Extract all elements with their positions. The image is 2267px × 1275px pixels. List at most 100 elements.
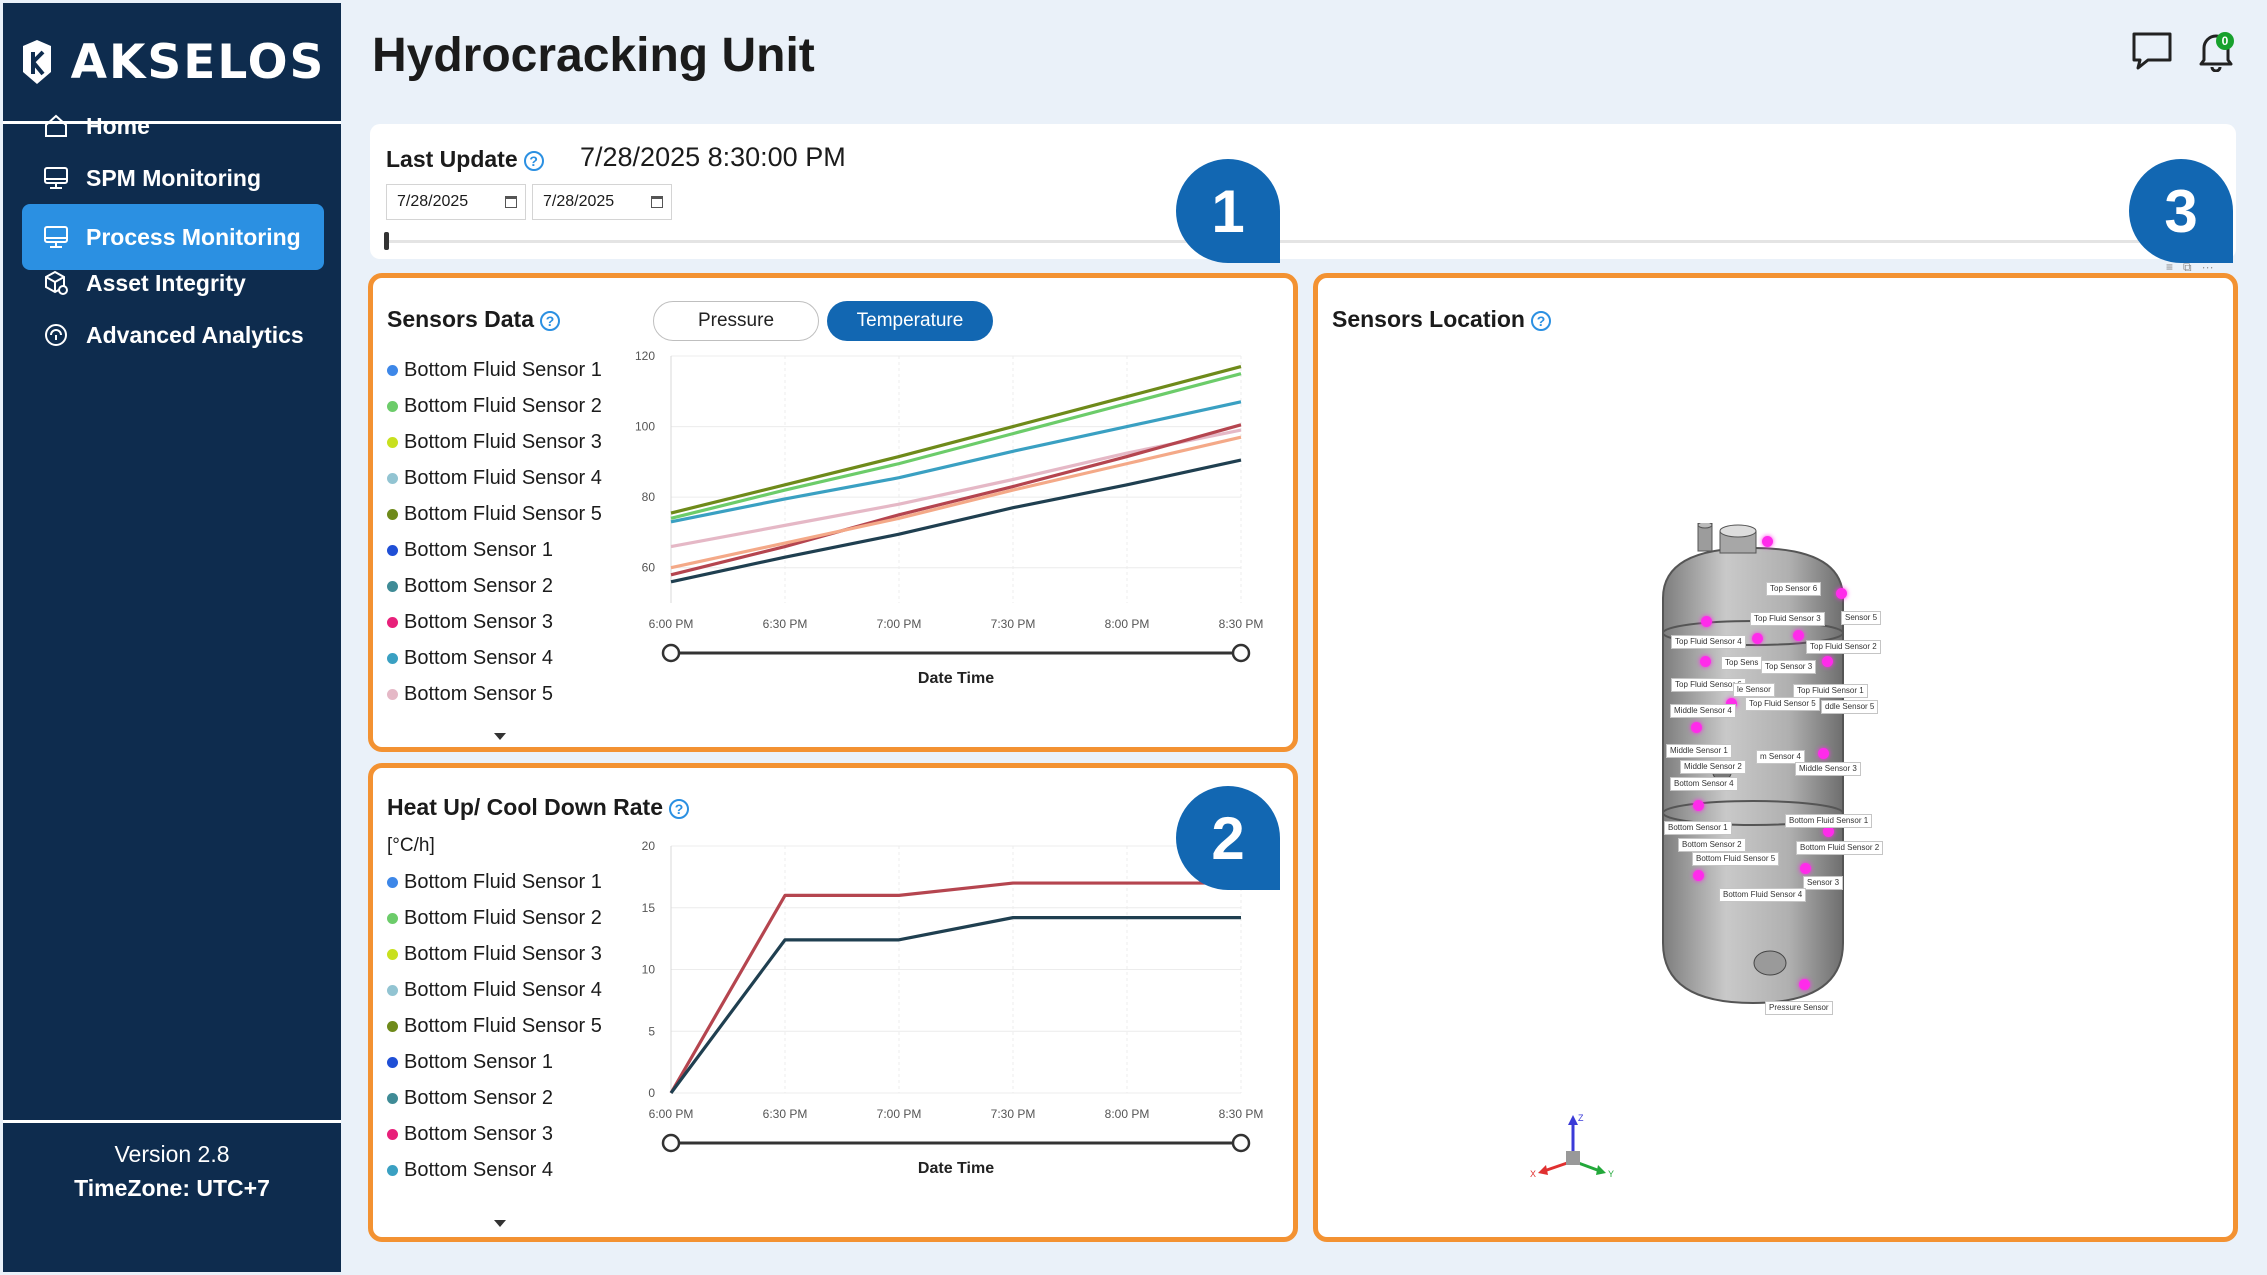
sensor-marker[interactable] [1726,698,1737,709]
legend-item[interactable]: Bottom Fluid Sensor 3 [387,424,602,460]
legend-item[interactable]: Bottom Sensor 3 [387,1116,602,1152]
brand-logo[interactable]: AKSELOS [3,3,341,124]
legend-label: Bottom Fluid Sensor 1 [404,870,602,893]
legend-item[interactable]: Bottom Fluid Sensor 1 [387,864,602,900]
calendar-icon[interactable] [651,196,663,208]
legend-item[interactable]: Bottom Sensor 5 [387,676,602,712]
nav-item-process-monitoring[interactable]: Process Monitoring [22,204,324,270]
sensor-label[interactable]: Bottom Fluid Sensor 4 [1719,888,1807,902]
legend-label: Bottom Sensor 3 [404,1122,553,1145]
date-from-value: 7/28/2025 [397,193,469,210]
filter-icon[interactable]: ≡ [2166,260,2184,274]
legend-label: Bottom Sensor 4 [404,1158,553,1181]
legend-scroll-down-icon[interactable] [494,1220,506,1227]
more-options-icon[interactable]: ⋯ [2201,260,2224,274]
sensor-label[interactable]: Top Fluid Sensor 1 [1793,684,1868,698]
pressure-toggle[interactable]: Pressure [653,301,819,341]
axis-z-label: Z [1578,1113,1584,1123]
legend-item[interactable]: Bottom Fluid Sensor 5 [387,1008,602,1044]
sensor-label[interactable]: Top Sensor 3 [1761,660,1817,674]
sensor-label[interactable]: Sensor 3 [1803,876,1844,890]
nav-item-advanced-analytics[interactable]: Advanced Analytics [22,302,324,368]
y-tick-label: 10 [642,963,656,977]
help-icon[interactable]: ? [1530,310,1551,331]
sensor-label[interactable]: Top Fluid Sensor 5 [1745,697,1820,711]
sensor-label[interactable]: m Sensor 4 [1756,750,1805,764]
sensor-label[interactable]: Top Fluid Sensor 6 [1671,678,1746,692]
sensor-marker[interactable] [1799,979,1810,990]
chat-icon[interactable] [2130,30,2174,72]
date-from-input[interactable]: 7/28/2025 [386,184,526,220]
sensor-marker[interactable] [1701,616,1712,627]
legend-label: Bottom Sensor 2 [404,574,553,597]
legend-item[interactable]: Bottom Fluid Sensor 2 [387,388,602,424]
y-tick-label: 20 [642,839,656,853]
legend-scroll-down-icon[interactable] [494,733,506,740]
legend-item[interactable]: Bottom Fluid Sensor 4 [387,460,602,496]
nav-label: Process Monitoring [86,223,301,250]
sensor-label[interactable]: Bottom Fluid Sensor 1 [1785,814,1873,828]
sensor-label[interactable]: Middle Sensor 4 [1670,704,1736,718]
calendar-icon[interactable] [505,196,517,208]
sensor-label[interactable]: Middle Sensor 2 [1680,760,1746,774]
help-icon[interactable]: ? [669,798,690,819]
sensor-marker[interactable] [1700,656,1711,667]
sensor-marker[interactable] [1822,656,1833,667]
x-tick-label: 8:00 PM [1105,617,1150,631]
legend-item[interactable]: Bottom Fluid Sensor 1 [387,352,602,388]
sensor-marker[interactable] [1818,748,1829,759]
axis-x-label: X [1530,1169,1536,1179]
sensor-label[interactable]: Bottom Sensor 2 [1678,838,1746,852]
sensor-marker[interactable] [1836,588,1847,599]
sensors-legend: Bottom Fluid Sensor 1 Bottom Fluid Sensor… [387,352,602,712]
sensor-label[interactable]: Middle Sensor 1 [1666,744,1732,758]
sensor-label[interactable]: ddle Sensor 5 [1821,700,1879,714]
legend-item[interactable]: Bottom Fluid Sensor 4 [387,972,602,1008]
nav-item-asset-integrity[interactable]: Asset Integrity [22,250,324,316]
sensor-label[interactable]: Bottom Fluid Sensor 2 [1796,841,1884,855]
sensor-marker[interactable] [1800,863,1811,874]
sensor-marker[interactable] [1752,633,1763,644]
date-to-input[interactable]: 7/28/2025 [532,184,672,220]
legend-item[interactable]: Bottom Sensor 4 [387,640,602,676]
legend-item[interactable]: Bottom Fluid Sensor 3 [387,936,602,972]
sensor-marker[interactable] [1691,722,1702,733]
time-range-handle[interactable] [384,232,389,250]
sensor-label[interactable]: Pressure Sensor [1765,1001,1833,1015]
expand-icon[interactable]: ⧉ [2183,260,2202,274]
sensor-marker[interactable] [1793,630,1804,641]
legend-item[interactable]: Bottom Sensor 1 [387,1044,602,1080]
legend-dot-icon [387,688,398,700]
sensor-marker[interactable] [1762,536,1773,547]
sensor-marker[interactable] [1693,870,1704,881]
legend-item[interactable]: Bottom Sensor 2 [387,568,602,604]
legend-item[interactable]: Bottom Fluid Sensor 5 [387,496,602,532]
sensor-label[interactable]: Top Fluid Sensor 2 [1806,640,1881,654]
legend-item[interactable]: Bottom Fluid Sensor 2 [387,900,602,936]
time-range-track[interactable] [386,240,2222,243]
sensor-marker[interactable] [1693,800,1704,811]
legend-item[interactable]: Bottom Sensor 2 [387,1080,602,1116]
analytics-icon [45,324,67,346]
nav-item-home[interactable]: Home [22,93,324,159]
sensor-marker[interactable] [1823,826,1834,837]
sensor-label[interactable]: Top Sens [1721,656,1763,670]
sensor-label[interactable]: Middle Sensor 3 [1795,762,1861,776]
nav-item-spm-monitoring[interactable]: SPM Monitoring [22,145,324,211]
sensor-label[interactable]: Bottom Sensor 4 [1670,777,1738,791]
notification-badge: 0 [2216,32,2234,50]
sensor-label[interactable]: Top Sensor 6 [1766,582,1822,596]
sensor-label[interactable]: Bottom Sensor 1 [1664,821,1732,835]
sensor-label[interactable]: le Sensor [1733,683,1775,697]
help-icon[interactable]: ? [523,150,544,171]
legend-label: Bottom Sensor 1 [404,1050,553,1073]
legend-item[interactable]: Bottom Sensor 3 [387,604,602,640]
temperature-toggle[interactable]: Temperature [827,301,993,341]
sensor-label[interactable]: Sensor 5 [1841,611,1882,625]
sensor-label[interactable]: Top Fluid Sensor 3 [1750,612,1825,626]
legend-item[interactable]: Bottom Sensor 4 [387,1152,602,1188]
sensor-label[interactable]: Top Fluid Sensor 4 [1671,635,1746,649]
sensor-label[interactable]: Bottom Fluid Sensor 5 [1692,852,1780,866]
help-icon[interactable]: ? [540,310,561,331]
legend-item[interactable]: Bottom Sensor 1 [387,532,602,568]
